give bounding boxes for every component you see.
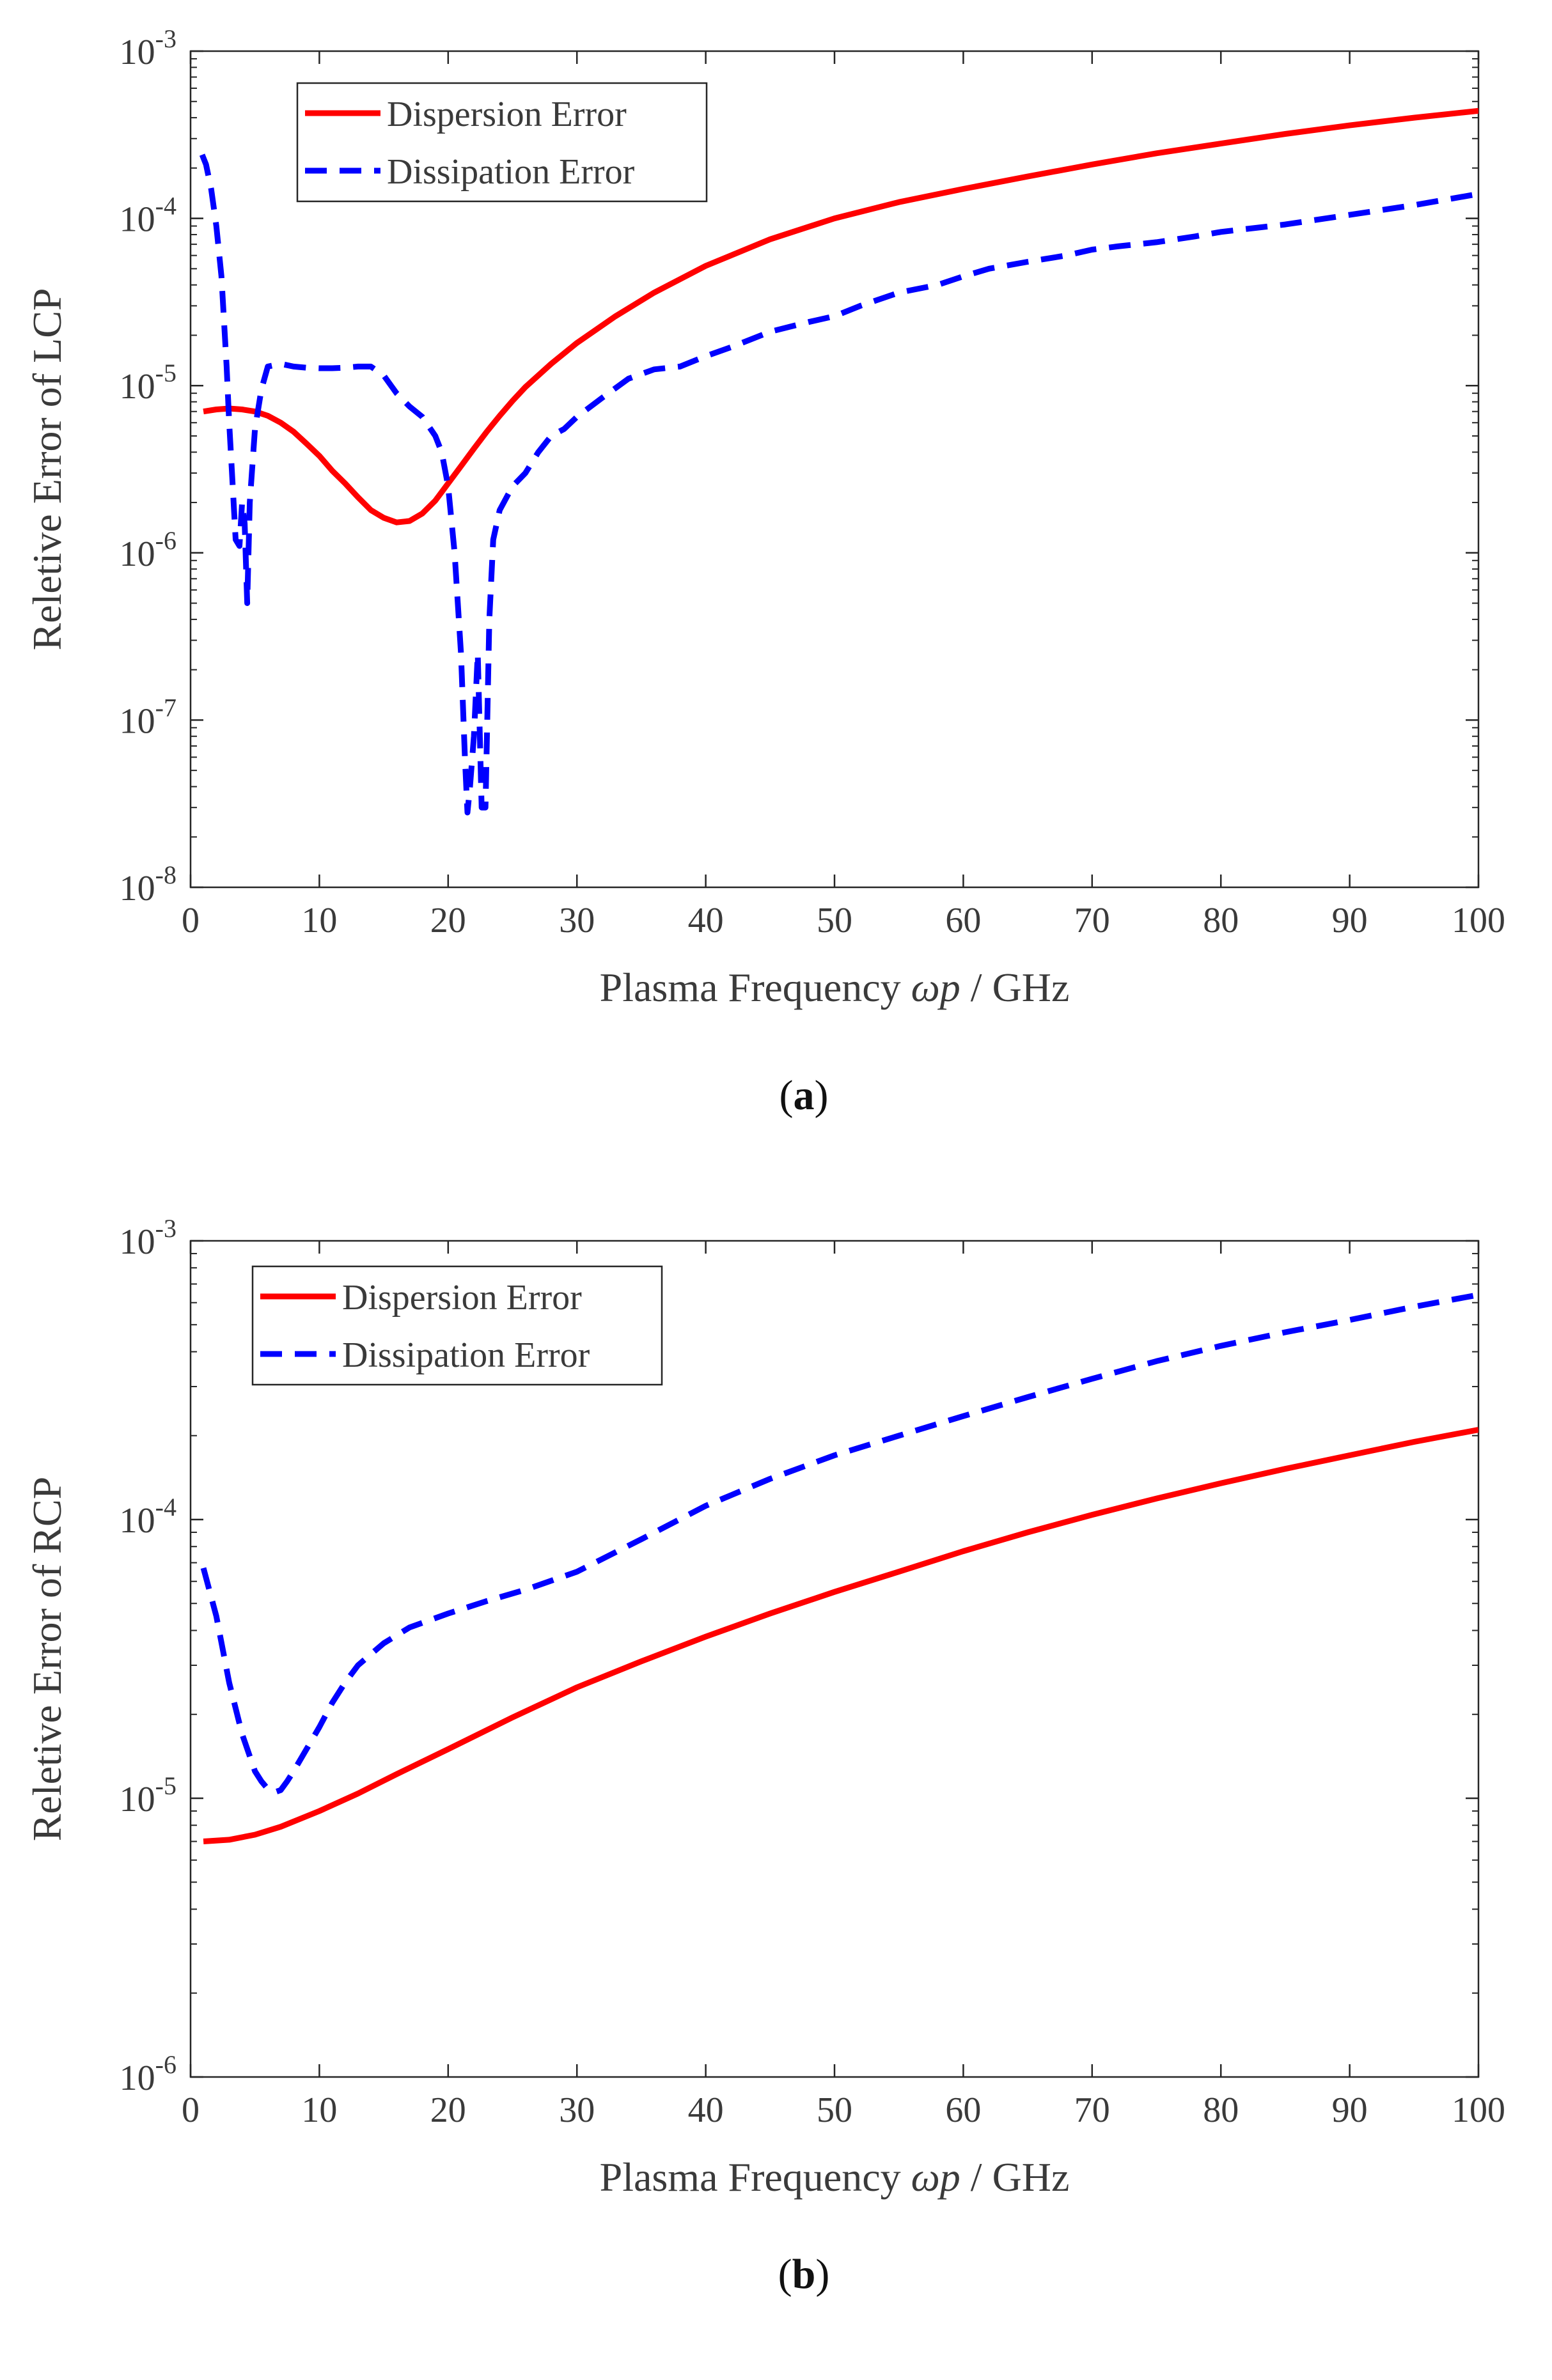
chart-b-x-tick-label: 10 — [301, 2090, 337, 2130]
chart-a-y-tick-label: 10-7 — [120, 693, 176, 741]
chart-b-x-tick-label: 0 — [182, 2090, 200, 2130]
chart-b-x-tick-label: 100 — [1452, 2090, 1505, 2130]
chart-panel-a: 0 10 20 30 40 50 60 70 80 90 100 10-8 10-7 10-6 10-5 10… — [24, 24, 1505, 1119]
chart-a-y-tick-label: 10-3 — [120, 24, 176, 72]
chart-b-svg: 0 10 20 30 40 50 60 70 80 90 100 10-6 10-5 10-4 10-3 Pl… — [24, 1214, 1505, 2298]
chart-b-x-tick-label: 50 — [817, 2090, 852, 2130]
chart-a-x-tick-label: 100 — [1452, 901, 1505, 940]
chart-a-x-tick-label: 70 — [1074, 901, 1110, 940]
chart-a-x-tick-label: 30 — [559, 901, 595, 940]
chart-a-y-tick-label: 10-8 — [120, 860, 176, 908]
chart-a-series-group — [199, 107, 1478, 816]
chart-a-caption: (a) — [780, 1072, 829, 1119]
chart-a-x-tick-label: 20 — [430, 901, 466, 940]
chart-b-y-tick-label: 10-5 — [120, 1771, 176, 1819]
chart-b-x-tick-label: 90 — [1332, 2090, 1368, 2130]
chart-a-series-dispersion-error-line — [203, 107, 1478, 525]
chart-b-x-tick-label: 70 — [1074, 2090, 1110, 2130]
chart-a-x-tick-label: 90 — [1332, 901, 1368, 940]
chart-a-legend-label: Dissipation Error — [387, 152, 635, 192]
chart-a-x-tick-label: 60 — [945, 901, 981, 940]
chart-a-x-tick-label: 40 — [688, 901, 724, 940]
chart-b-y-tick-label: 10-4 — [120, 1493, 176, 1541]
chart-b-x-axis-title: Plasma Frequency ωp / GHz — [600, 2154, 1070, 2200]
chart-a-x-tick-label: 10 — [301, 901, 337, 940]
chart-b-legend-label: Dissipation Error — [342, 1335, 590, 1375]
chart-b-y-tick-label: 10-3 — [120, 1214, 176, 1262]
chart-b-x-tick-label: 20 — [430, 2090, 466, 2130]
chart-a-y-tick-label: 10-6 — [120, 526, 176, 574]
chart-a-x-tick-label: 0 — [182, 901, 200, 940]
chart-a-series-dissipation-error-line — [199, 153, 1478, 816]
chart-b-x-tick-label: 30 — [559, 2090, 595, 2130]
chart-a-x-tick-label: 80 — [1203, 901, 1239, 940]
chart-b-legend-box — [251, 1265, 663, 1386]
chart-b-x-tick-label: 80 — [1203, 2090, 1239, 2130]
chart-a-x-axis-title: Plasma Frequency ωp / GHz — [600, 965, 1070, 1010]
chart-b-x-tick-label: 60 — [945, 2090, 981, 2130]
chart-b-legend-label: Dispersion Error — [342, 1278, 582, 1318]
chart-b-caption: (b) — [778, 2251, 830, 2298]
chart-b-y-tick-label: 10-6 — [120, 2050, 176, 2098]
chart-b-y-axis-title: Reletive Error of RCP — [24, 1477, 70, 1842]
chart-a-x-tick-label: 50 — [817, 901, 852, 940]
chart-b-series-dispersion-error-line — [203, 1427, 1478, 1844]
chart-a-legend-label: Dispersion Error — [387, 95, 627, 134]
chart-a-legend-box — [296, 82, 708, 203]
chart-a-y-tick-label: 10-5 — [120, 359, 176, 407]
chart-b-series-group — [200, 1292, 1478, 1844]
chart-a-svg: 0 10 20 30 40 50 60 70 80 90 100 10-8 10-7 10-6 10-5 10… — [24, 24, 1505, 1119]
chart-a-y-tick-label: 10-4 — [120, 192, 176, 240]
chart-b-x-tick-label: 40 — [688, 2090, 724, 2130]
chart-panel-b: 0 10 20 30 40 50 60 70 80 90 100 10-6 10-5 10-4 10-3 Pl… — [0, 1190, 1552, 2379]
chart-a-y-axis-title: Reletive Error of LCP — [24, 288, 70, 651]
